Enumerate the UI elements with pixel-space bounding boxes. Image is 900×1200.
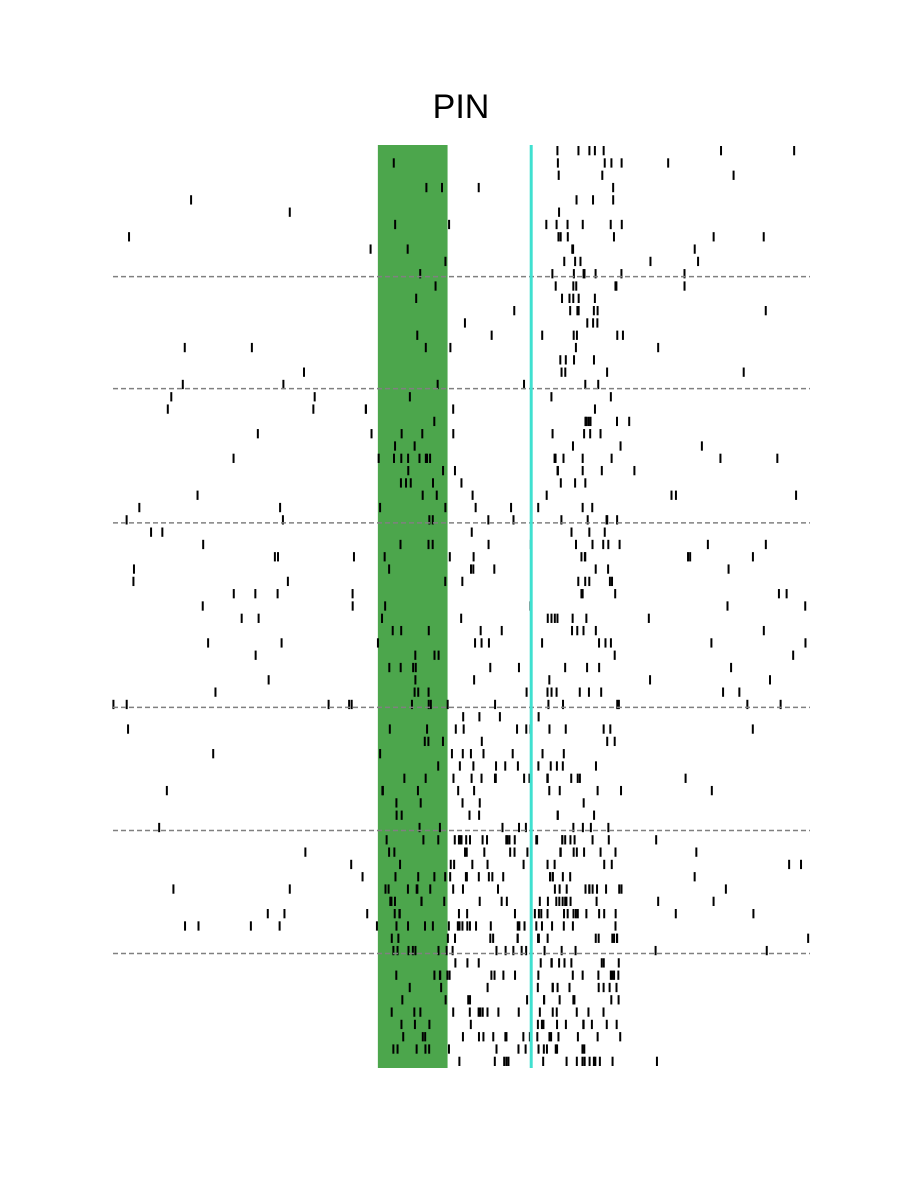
chart-title: PIN [433,88,490,126]
spike-ticks [112,146,810,1066]
group-boundaries [113,275,810,955]
shaded-interval [377,145,448,1068]
